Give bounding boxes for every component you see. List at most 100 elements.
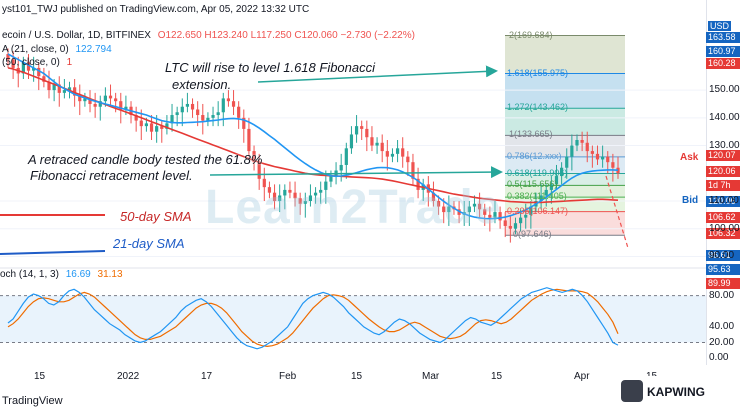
candle-body: [190, 103, 195, 110]
candle-body: [37, 67, 41, 77]
candle-body: [288, 189, 292, 193]
target-annotation-line2: extension.: [172, 77, 232, 92]
fib-level-label: 1.618(155.975): [507, 67, 569, 78]
candle-body: [401, 148, 405, 157]
candle-body: [565, 156, 569, 168]
candle-body: [436, 201, 441, 207]
candle-body: [483, 209, 487, 215]
candle-body: [385, 151, 389, 157]
candle-body: [221, 98, 225, 113]
candle-body: [329, 176, 333, 182]
price-tag: 95.63: [706, 264, 740, 275]
kapwing-label: KAPWING: [647, 385, 705, 399]
candle-body: [575, 140, 579, 146]
fib-level-label: 0.5(115.656): [507, 179, 558, 190]
candle-body: [431, 192, 436, 201]
price-tag: 120.06: [706, 166, 740, 177]
stoch-d-value: 31.13: [97, 269, 123, 280]
candle-body: [554, 176, 559, 185]
candle-body: [144, 123, 149, 127]
currency-label: USD: [708, 21, 732, 31]
candle-body: [57, 84, 61, 93]
candle-body: [52, 84, 56, 91]
sma21-label: 21-day SMA: [113, 236, 185, 251]
ask-label: Ask: [680, 152, 699, 163]
x-tick-label: Feb: [279, 371, 297, 382]
publisher-line: yst101_TWJ published on TradingView.com,…: [2, 4, 310, 15]
candle-body: [319, 189, 323, 193]
price-tag: 120.07: [706, 150, 740, 161]
candle-body: [360, 126, 364, 129]
price-tick-label: 140.00: [709, 111, 740, 123]
candle-body: [488, 214, 492, 218]
candle-body: [149, 123, 154, 132]
target-annotation-line1: LTC will rise to level 1.618 Fibonacci: [165, 60, 376, 75]
price-tag: 163.58: [706, 32, 740, 43]
candle-body: [73, 87, 77, 96]
price-tick-label: 150.00: [709, 84, 740, 96]
retrace-annotation-line1: A retraced candle body tested the 61.8%: [28, 152, 263, 167]
candle-body: [467, 206, 471, 213]
fib-zone: [505, 185, 625, 198]
candle-body: [354, 126, 359, 135]
candle-body: [477, 203, 482, 210]
candle-body: [349, 134, 354, 149]
candle-body: [411, 162, 415, 179]
tradingview-brand: TradingView: [2, 395, 63, 407]
price-tag: 89.99: [706, 278, 740, 289]
projection-dashed-line: [605, 175, 629, 249]
candle-body: [313, 192, 318, 196]
candle-body: [472, 203, 477, 207]
watermark: Learn2Trade: [205, 181, 502, 234]
stoch-tick-label: 0.00: [709, 352, 729, 364]
candle-body: [272, 192, 277, 201]
ma50-legend-label: (50, close, 0): [2, 57, 60, 68]
price-tag: 120.06: [706, 196, 740, 207]
kapwing-badge: KAPWING: [615, 376, 740, 416]
fib-zone: [505, 35, 625, 74]
candle-body: [442, 206, 446, 213]
fib-zone: [505, 135, 625, 157]
candle-body: [616, 167, 620, 174]
price-tag: 106.62: [706, 212, 740, 223]
fib-level-label: 1.272(143.462): [507, 102, 569, 113]
candle-body: [67, 87, 72, 91]
candle-body: [6, 54, 10, 60]
candle-body: [93, 103, 97, 107]
price-tick-label: 100.00: [709, 222, 740, 234]
candle-body: [139, 120, 143, 127]
candle-body: [252, 151, 256, 163]
candle-body: [380, 142, 384, 152]
candle-body: [267, 187, 272, 193]
candle-body: [237, 106, 241, 118]
candle-body: [185, 103, 190, 107]
tradingview-brand-label: TradingView: [2, 395, 63, 407]
candle-body: [539, 195, 543, 201]
candle-body: [134, 115, 138, 121]
candle-body: [524, 214, 528, 218]
ohlc-values: O122.650 H123.240 L117.250 C120.060 −2.7…: [157, 30, 415, 41]
candle-body: [595, 153, 600, 160]
candle-body: [262, 178, 266, 188]
symbol-name: ecoin / U.S. Dollar, 1D, BITFINEX: [2, 30, 151, 41]
candle-body: [88, 98, 92, 104]
candle-body: [257, 162, 261, 179]
price-tick-label: 110.00: [709, 195, 739, 206]
candle-body: [585, 142, 589, 152]
candle-body: [283, 189, 287, 196]
candle-body: [108, 95, 113, 99]
ma21-legend-value: 122.794: [75, 44, 112, 55]
candle-body: [513, 223, 518, 229]
candle-body: [390, 153, 395, 157]
x-tick-label: 17: [201, 371, 213, 382]
candle-body: [114, 98, 118, 102]
price-tag: 1d 7h: [706, 180, 740, 191]
candle-body: [406, 156, 410, 163]
fib-zone: [505, 108, 625, 136]
fib-zone: [505, 211, 625, 236]
candle-body: [26, 62, 31, 71]
candle-body: [508, 225, 512, 229]
candle-body: [308, 195, 313, 201]
retrace-annotation-line2: Fibonacci retracement level.: [30, 168, 193, 183]
